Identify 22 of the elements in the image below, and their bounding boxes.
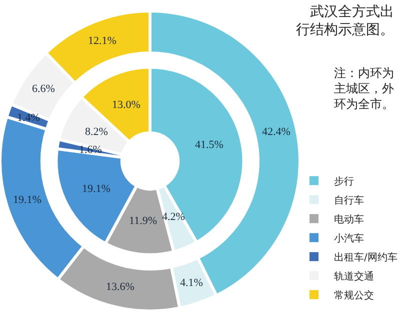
data-label: 13.0% — [112, 99, 140, 111]
data-label: 19.1% — [13, 194, 42, 206]
data-label: 8.2% — [85, 126, 108, 138]
data-label: 19.1% — [82, 183, 110, 195]
data-label: 11.9% — [129, 215, 158, 227]
data-label: 41.5% — [195, 139, 224, 151]
legend-label: 轨道交通 — [334, 270, 374, 283]
chart-title: 武汉全方式出行结构示意图。 — [296, 4, 394, 38]
legend-label: 出租车/网约车 — [334, 252, 398, 264]
legend-label: 小汽车 — [334, 232, 364, 245]
data-label: 1.4% — [17, 112, 40, 124]
data-label: 13.6% — [106, 281, 134, 293]
text: 注：内环为主城区，外环为全市。 — [334, 66, 394, 112]
data-label: 4.1% — [180, 277, 203, 289]
data-label: 6.6% — [32, 83, 55, 95]
legend-label: 常规公交 — [334, 290, 374, 302]
data-label: 42.4% — [262, 126, 290, 138]
data-label: 12.1% — [88, 35, 116, 47]
data-label: 4.2% — [162, 211, 185, 223]
legend-label: 步行 — [334, 176, 354, 188]
legend-label: 电动车 — [334, 214, 364, 226]
legend-label: 自行车 — [334, 194, 364, 207]
